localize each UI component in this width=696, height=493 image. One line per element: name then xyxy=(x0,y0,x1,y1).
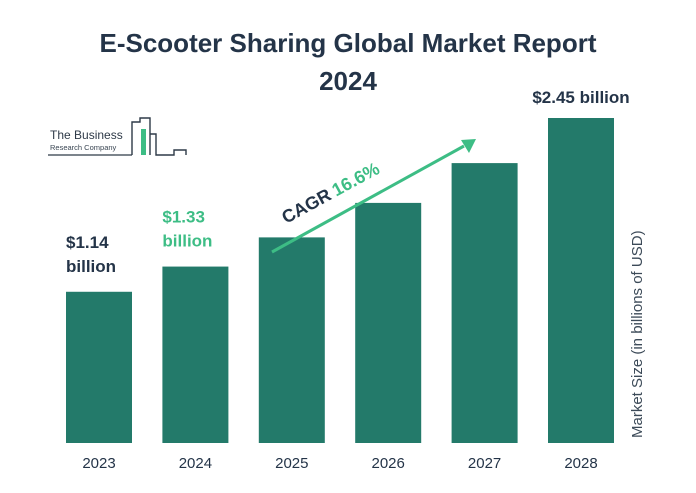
data-label: billion xyxy=(162,232,212,251)
bar-2025 xyxy=(258,237,325,443)
x-tick-label: 2027 xyxy=(468,455,501,472)
data-label: $2.45 billion xyxy=(532,88,629,107)
y-axis-label: Market Size (in billions of USD) xyxy=(629,230,646,438)
bar-2024 xyxy=(162,266,229,443)
bar-2028 xyxy=(548,118,614,443)
bar-2026 xyxy=(355,202,422,443)
x-tick-label: 2028 xyxy=(564,455,597,472)
x-tick-label: 2023 xyxy=(82,455,115,472)
cagr-arrow xyxy=(271,144,465,254)
data-label: billion xyxy=(66,257,116,276)
x-tick-label: 2024 xyxy=(179,455,212,472)
chart-title: E-Scooter Sharing Global Market Report 2… xyxy=(0,24,696,100)
logo-text-line1: The Business xyxy=(50,128,123,142)
cagr-arrowhead-icon xyxy=(461,139,476,153)
logo-text-line2: Research Company xyxy=(50,143,117,152)
data-label: $1.33 xyxy=(162,208,205,227)
bar-2023 xyxy=(66,291,132,443)
x-tick-label: 2026 xyxy=(372,455,405,472)
x-tick-label: 2025 xyxy=(275,455,308,472)
chart-title-line2: 2024 xyxy=(319,66,377,96)
chart-title-line1: E-Scooter Sharing Global Market Report xyxy=(99,28,597,58)
bar-2027 xyxy=(451,163,518,443)
data-label: $1.14 xyxy=(66,233,109,252)
logo-building-icon xyxy=(48,117,187,156)
company-logo: The Business Research Company xyxy=(46,114,196,162)
